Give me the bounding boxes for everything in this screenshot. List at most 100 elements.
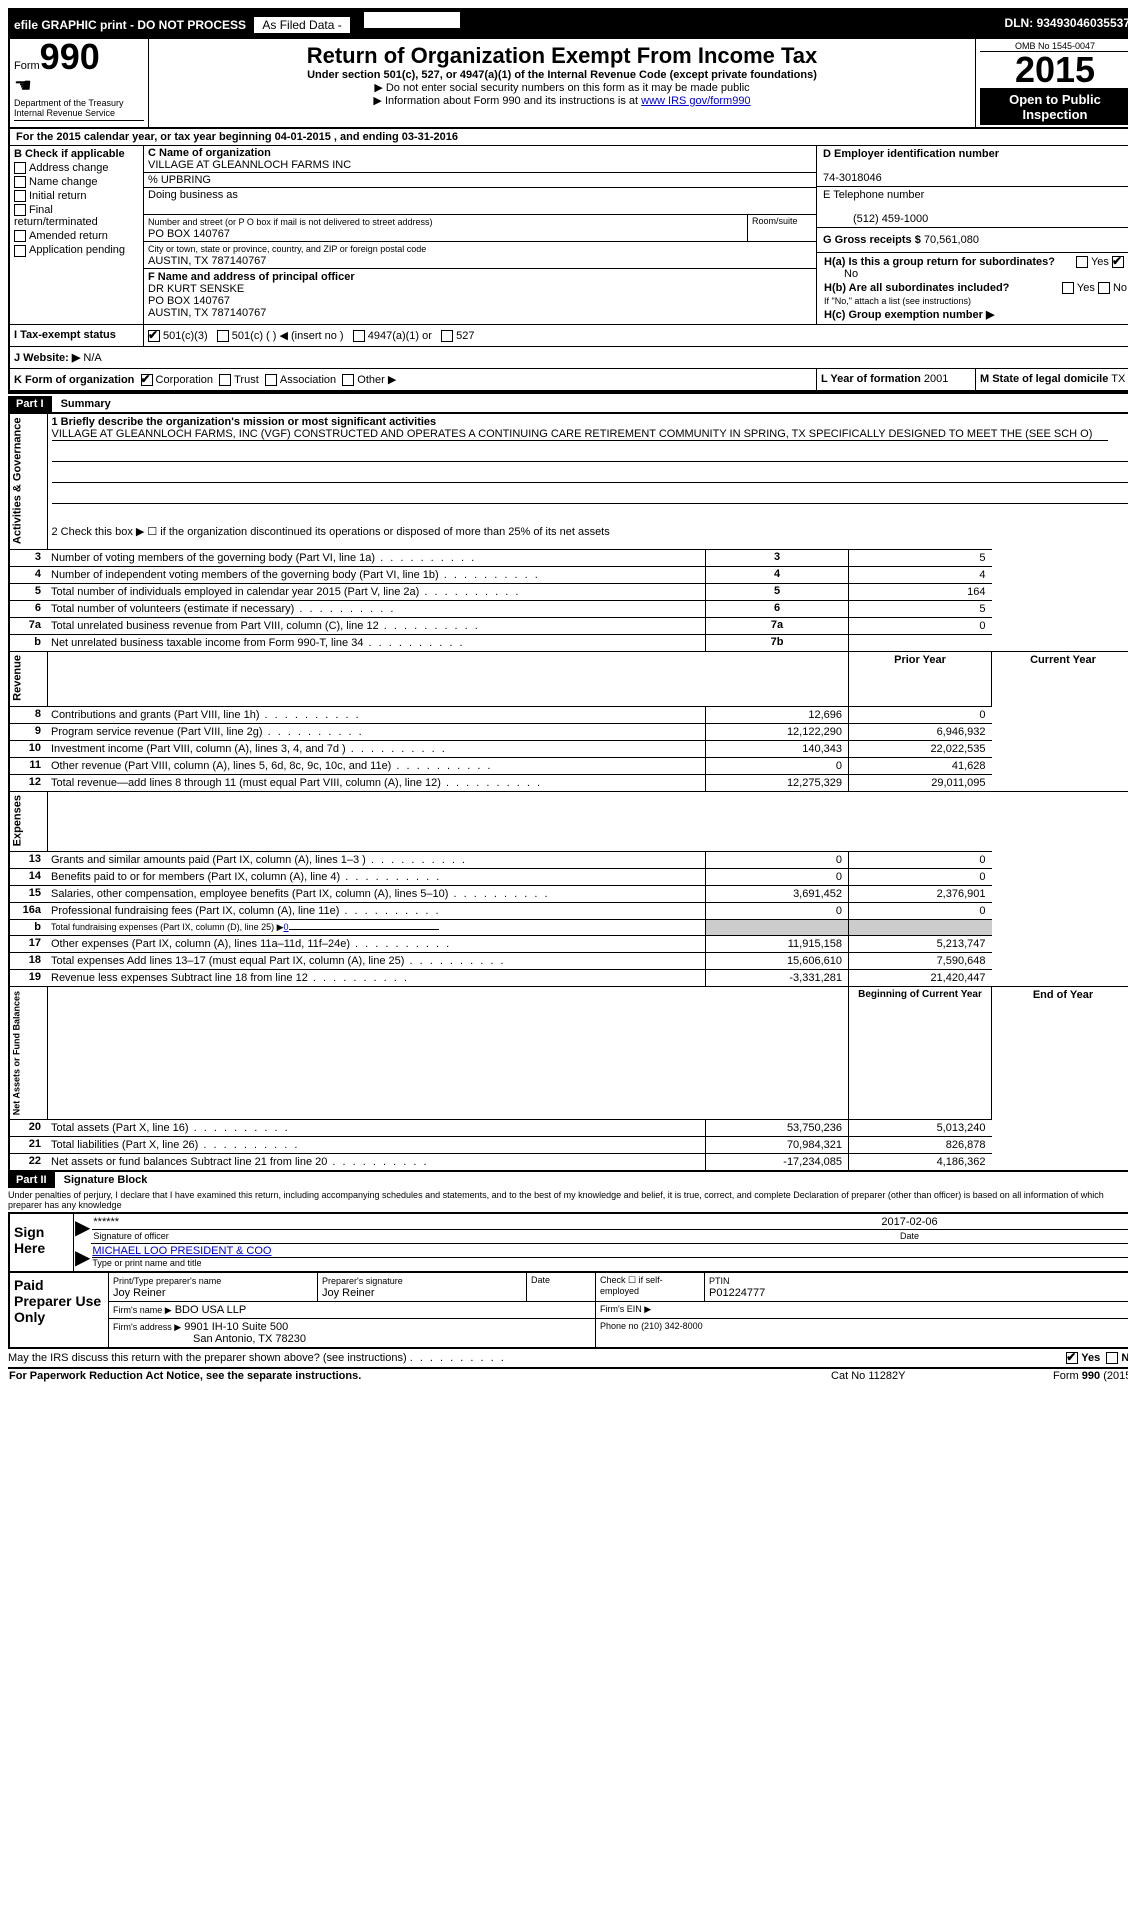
dept-treasury: Department of the Treasury xyxy=(14,98,144,108)
blank-box xyxy=(363,11,461,29)
g-label: G Gross receipts $ xyxy=(823,234,921,246)
firm-addr-label: Firm's address ▶ xyxy=(113,1322,181,1332)
date-label: Date xyxy=(686,1230,1128,1243)
firm-phone-label: Phone no xyxy=(600,1321,639,1331)
prep-date-label: Date xyxy=(527,1273,596,1302)
prep-name-label: Print/Type preparer's name xyxy=(113,1276,221,1286)
discuss-text: May the IRS discuss this return with the… xyxy=(8,1352,407,1364)
b-checkbox[interactable] xyxy=(14,162,26,174)
form-number: 990 xyxy=(40,36,100,77)
prep-sig-label: Preparer's signature xyxy=(322,1276,403,1286)
city-value: AUSTIN, TX 787140767 xyxy=(148,255,266,267)
firm-ein-label: Firm's EIN ▶ xyxy=(596,1301,1128,1318)
entity-section: For the 2015 calendar year, or tax year … xyxy=(8,129,1128,392)
prep-sig: Joy Reiner xyxy=(322,1287,375,1299)
i-501c3-checkbox[interactable] xyxy=(148,330,160,342)
f-label: F Name and address of principal officer xyxy=(148,271,355,283)
i-501c-checkbox[interactable] xyxy=(217,330,229,342)
d-label: D Employer identification number xyxy=(823,148,999,160)
street-value: PO BOX 140767 xyxy=(148,228,230,240)
line-a: For the 2015 calendar year, or tax year … xyxy=(9,129,1128,146)
officer-street: PO BOX 140767 xyxy=(148,295,230,307)
form-header: Form990 ☚ Department of the Treasury Int… xyxy=(8,37,1128,129)
line1-text: VILLAGE AT GLEANNLOCH FARMS, INC (VGF) C… xyxy=(52,428,1109,441)
ha-label: H(a) Is this a group return for subordin… xyxy=(824,256,1055,268)
perjury-text: Under penalties of perjury, I declare th… xyxy=(8,1188,1128,1212)
k-label: K Form of organization xyxy=(14,374,134,386)
room-suite-label: Room/suite xyxy=(748,215,817,242)
part2-header: Part II xyxy=(8,1172,55,1188)
line1-label: 1 Briefly describe the organization's mi… xyxy=(52,416,1128,428)
b-checkbox[interactable] xyxy=(14,190,26,202)
side-expenses: Expenses xyxy=(9,791,47,851)
note-info-prefix: ▶ Information about Form 990 and its ins… xyxy=(373,95,641,107)
j-label: J Website: ▶ xyxy=(14,352,80,364)
dln-value: 93493046035537 xyxy=(1037,16,1128,30)
irs-label: Internal Revenue Service xyxy=(14,108,144,121)
k-trust-checkbox[interactable] xyxy=(219,374,231,386)
sign-here-label: Sign Here xyxy=(9,1213,74,1272)
side-revenue: Revenue xyxy=(9,651,47,706)
dba-label: Doing business as xyxy=(148,189,238,201)
check-self-employed: Check ☐ if self-employed xyxy=(596,1273,705,1302)
b-checkbox[interactable] xyxy=(14,245,26,257)
officer-printed[interactable]: MICHAEL LOO PRESIDENT & COO xyxy=(92,1245,271,1257)
side-activities: Activities & Governance xyxy=(9,413,47,549)
part1-header: Part I xyxy=(8,396,52,412)
form-subtitle: Under section 501(c), 527, or 4947(a)(1)… xyxy=(169,69,955,81)
l-label: L Year of formation xyxy=(821,373,921,385)
l-value: 2001 xyxy=(924,373,948,385)
open-inspection: Open to Public Inspection xyxy=(980,89,1128,125)
hb-no-checkbox[interactable] xyxy=(1098,282,1110,294)
firm-addr2: San Antonio, TX 78230 xyxy=(113,1333,306,1345)
ein-value: 74-3018046 xyxy=(823,172,882,184)
ha-no-checkbox[interactable] xyxy=(1112,256,1124,268)
b-checkbox[interactable] xyxy=(14,230,26,242)
tax-year: 2015 xyxy=(980,52,1128,89)
paperwork-notice: For Paperwork Reduction Act Notice, see … xyxy=(8,1369,785,1383)
website-value: N/A xyxy=(83,352,101,364)
gross-receipts: 70,561,080 xyxy=(924,234,979,246)
phone-value: (512) 459-1000 xyxy=(823,213,928,225)
prep-name: Joy Reiner xyxy=(113,1287,166,1299)
signature-block: Sign Here ▶ ****** 2017-02-06 Signature … xyxy=(8,1212,1128,1273)
c-label: C Name of organization xyxy=(148,147,271,159)
hb-note: If "No," attach a list (see instructions… xyxy=(823,295,1128,307)
irs-link[interactable]: www IRS gov/form990 xyxy=(641,95,750,107)
firm-phone: (210) 342-8000 xyxy=(641,1321,703,1331)
part2-title: Signature Block xyxy=(64,1174,148,1186)
k-assoc-checkbox[interactable] xyxy=(265,374,277,386)
col-prior: Prior Year xyxy=(849,651,992,706)
discuss-yes-checkbox[interactable] xyxy=(1066,1352,1078,1364)
officer-name: DR KURT SENSKE xyxy=(148,283,244,295)
part1-table: Activities & Governance 1 Briefly descri… xyxy=(8,412,1128,1172)
firm-name-label: Firm's name ▶ xyxy=(113,1305,172,1315)
m-label: M State of legal domicile xyxy=(980,373,1108,385)
hb-yes-checkbox[interactable] xyxy=(1062,282,1074,294)
i-527-checkbox[interactable] xyxy=(441,330,453,342)
pct-upbring: % UPBRING xyxy=(144,173,816,188)
ptin-label: PTIN xyxy=(709,1276,730,1286)
b-checkbox[interactable] xyxy=(14,176,26,188)
k-corp-checkbox[interactable] xyxy=(141,374,153,386)
k-other-checkbox[interactable] xyxy=(342,374,354,386)
e-label: E Telephone number xyxy=(823,189,924,201)
b-checkbox[interactable] xyxy=(14,204,26,216)
side-netassets: Net Assets or Fund Balances xyxy=(9,987,47,1120)
discuss-no-checkbox[interactable] xyxy=(1106,1352,1118,1364)
form-title: Return of Organization Exempt From Incom… xyxy=(169,43,955,69)
firm-name: BDO USA LLP xyxy=(175,1304,247,1316)
efile-topbar: efile GRAPHIC print - DO NOT PROCESS As … xyxy=(8,8,1128,37)
part1-title: Summary xyxy=(61,398,111,410)
street-label: Number and street (or P O box if mail is… xyxy=(148,217,432,227)
i-4947-checkbox[interactable] xyxy=(353,330,365,342)
org-name: VILLAGE AT GLEANNLOCH FARMS INC xyxy=(148,159,351,171)
ha-yes-checkbox[interactable] xyxy=(1076,256,1088,268)
sig-date: 2017-02-06 xyxy=(686,1215,1128,1230)
i-label: I Tax-exempt status xyxy=(9,325,144,347)
as-filed-box: As Filed Data - xyxy=(253,16,351,34)
note-ssn: ▶ Do not enter social security numbers o… xyxy=(169,81,955,94)
efile-text: efile GRAPHIC print - DO NOT PROCESS xyxy=(14,18,246,32)
m-value: TX xyxy=(1111,373,1125,385)
officer-city: AUSTIN, TX 787140767 xyxy=(148,307,266,319)
